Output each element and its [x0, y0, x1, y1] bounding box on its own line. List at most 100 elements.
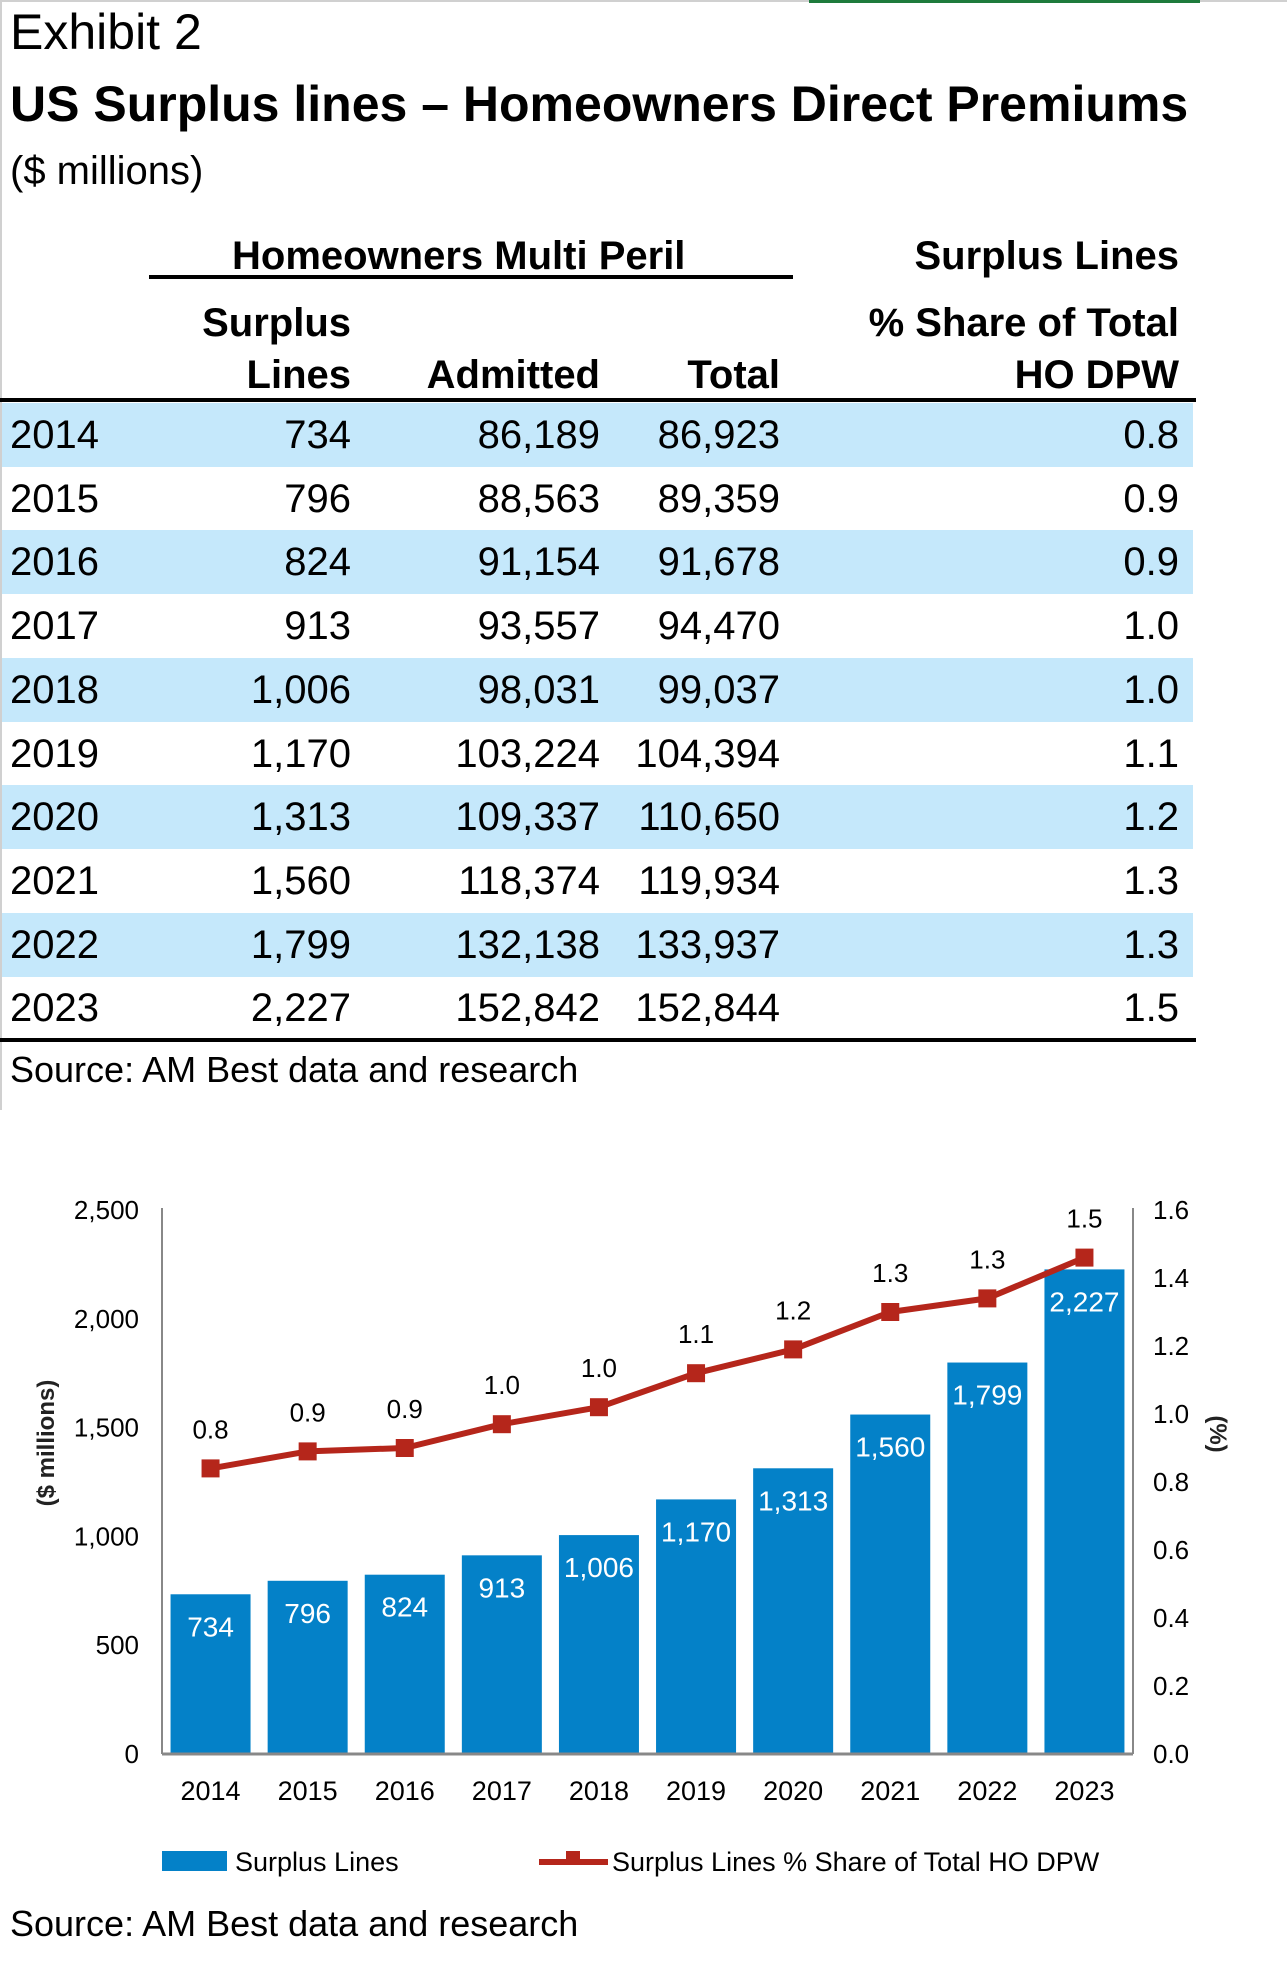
year-cell: 2018 — [10, 667, 99, 712]
share-cell: 0.9 — [1123, 540, 1179, 585]
share-marker — [1075, 1248, 1094, 1267]
table-source: Source: AM Best data and research — [10, 1049, 579, 1090]
bar-label: 734 — [187, 1611, 234, 1642]
y2-tick-label: 0.0 — [1153, 1739, 1189, 1769]
share-marker — [492, 1415, 511, 1434]
share-marker — [687, 1364, 706, 1383]
share-header-line2: % Share of Total — [868, 301, 1179, 345]
total-cell: 110,650 — [638, 795, 780, 840]
total-cell: 152,844 — [635, 986, 780, 1031]
bar — [753, 1468, 834, 1754]
share-label: 1.3 — [969, 1244, 1005, 1274]
y2-tick-label: 0.4 — [1153, 1603, 1189, 1633]
bar-label: 1,006 — [564, 1552, 634, 1583]
table-row: 2015 796 88,563 89,359 0.9 — [2, 467, 1193, 531]
y2-tick-label: 1.4 — [1153, 1263, 1189, 1293]
admitted-header: Admitted — [426, 353, 600, 397]
table-row: 2023 2,227 152,842 152,844 1.5 — [2, 976, 1193, 1040]
bar-label: 1,170 — [661, 1516, 731, 1547]
share-header-line3: HO DPW — [1014, 353, 1179, 397]
legend-line-label: Surplus Lines % Share of Total HO DPW — [612, 1847, 1100, 1877]
total-cell: 104,394 — [635, 731, 780, 776]
bottom-rule — [0, 1038, 1196, 1042]
bar-label: 1,799 — [952, 1380, 1022, 1411]
y2-tick-label: 1.6 — [1153, 1195, 1189, 1225]
admitted-cell: 109,337 — [455, 795, 600, 840]
surplus-lines-cell: 1,313 — [250, 795, 351, 840]
left-border — [0, 0, 2, 1110]
share-marker — [784, 1340, 803, 1359]
chart-source: Source: AM Best data and research — [10, 1903, 578, 1944]
total-cell: 94,470 — [657, 604, 780, 649]
x-tick-label: 2019 — [666, 1776, 726, 1806]
admitted-cell: 152,842 — [455, 986, 600, 1031]
share-label: 1.2 — [775, 1295, 811, 1325]
x-tick-label: 2023 — [1054, 1776, 1114, 1806]
year-cell: 2016 — [10, 540, 99, 585]
surplus-lines-cell: 824 — [284, 540, 351, 585]
y-tick-label: 1,500 — [74, 1413, 139, 1443]
total-header: Total — [687, 353, 780, 397]
legend-bar-label: Surplus Lines — [235, 1847, 399, 1877]
x-tick-label: 2016 — [375, 1776, 435, 1806]
y-tick-label: 1,000 — [74, 1521, 139, 1551]
bar — [170, 1594, 251, 1754]
page-title: US Surplus lines – Homeowners Direct Pre… — [10, 76, 1189, 132]
year-cell: 2017 — [10, 604, 99, 649]
share-cell: 1.1 — [1123, 731, 1179, 776]
y2-tick-label: 0.2 — [1153, 1671, 1189, 1701]
surplus-lines-cell: 1,560 — [250, 858, 351, 903]
share-line — [210, 1254, 1086, 1472]
share-marker — [881, 1303, 900, 1321]
x-tick-label: 2014 — [181, 1776, 241, 1806]
bar — [947, 1362, 1028, 1754]
bar — [656, 1499, 737, 1754]
bar — [267, 1580, 348, 1754]
admitted-cell: 103,224 — [455, 731, 600, 776]
share-marker — [395, 1439, 414, 1457]
y-tick-label: 2,000 — [74, 1304, 139, 1334]
y2-tick-label: 1.2 — [1153, 1331, 1189, 1361]
bar — [364, 1574, 445, 1754]
y-axis-title: ($ millions) — [33, 1380, 60, 1507]
share-cell: 1.3 — [1123, 858, 1179, 903]
share-marker — [589, 1398, 608, 1417]
header-rule — [0, 398, 1196, 402]
share-cell: 0.8 — [1123, 413, 1179, 457]
table-row: 2022 1,799 132,138 133,937 1.3 — [2, 912, 1193, 977]
selection-indicator — [809, 0, 1200, 3]
x-tick-label: 2017 — [472, 1776, 532, 1806]
admitted-cell: 86,189 — [477, 413, 600, 457]
exhibit-label: Exhibit 2 — [10, 4, 202, 60]
bar — [558, 1535, 639, 1754]
year-cell: 2019 — [10, 731, 99, 776]
table-row: 2018 1,006 98,031 99,037 1.0 — [2, 657, 1193, 722]
table-row: 2014 734 86,189 86,923 0.8 — [2, 403, 1193, 467]
share-cell: 1.0 — [1123, 667, 1179, 712]
year-cell: 2022 — [10, 922, 99, 967]
admitted-cell: 93,557 — [477, 604, 600, 649]
share-label: 0.8 — [192, 1414, 228, 1444]
share-marker — [201, 1459, 220, 1478]
bar — [1044, 1269, 1125, 1754]
y2-tick-label: 0.6 — [1153, 1535, 1189, 1565]
bar — [461, 1555, 542, 1754]
total-cell: 119,934 — [638, 858, 780, 903]
legend-bar-swatch — [162, 1851, 227, 1871]
surplus-lines-cell: 1,799 — [250, 922, 351, 967]
surplus-header-line2: Lines — [246, 353, 351, 397]
total-cell: 89,359 — [657, 476, 780, 521]
bar-label: 1,313 — [758, 1485, 828, 1516]
year-cell: 2021 — [10, 858, 99, 903]
chart: 734 796 824 913 1,006 1,170 1,313 1,560 1,799 2,2… — [10, 1195, 1231, 1944]
year-cell: 2015 — [10, 476, 99, 521]
admitted-cell: 98,031 — [477, 667, 600, 712]
legend-line-marker — [566, 1851, 580, 1865]
share-label: 0.9 — [387, 1394, 423, 1424]
table-row: 2017 913 93,557 94,470 1.0 — [2, 594, 1193, 658]
year-cell: 2020 — [10, 795, 99, 840]
table-row: 2021 1,560 118,374 119,934 1.3 — [2, 849, 1193, 913]
share-label: 1.0 — [484, 1370, 520, 1400]
share-label: 1.3 — [872, 1258, 908, 1288]
share-cell: 1.5 — [1123, 986, 1179, 1031]
